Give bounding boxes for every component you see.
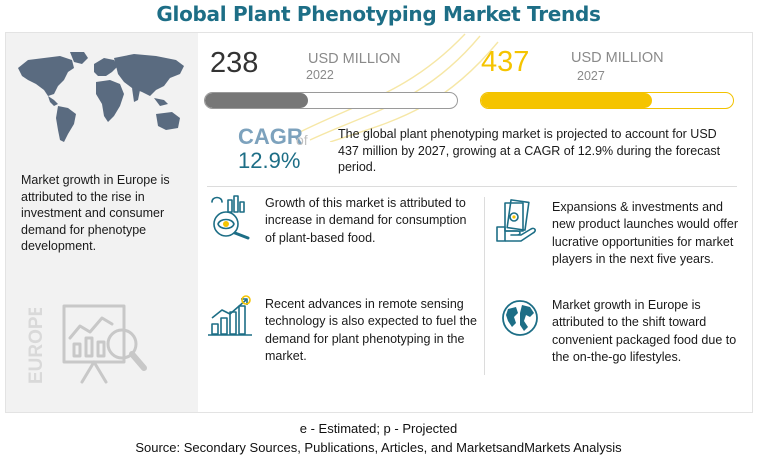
food-analysis-icon xyxy=(211,195,250,240)
year-2022: 2022 xyxy=(306,68,334,82)
value-2022: 238 xyxy=(210,47,259,79)
progress-fill-2027 xyxy=(481,93,653,108)
year-2027: 2027 xyxy=(577,69,605,83)
finding-plant-based-food: Growth of this market is attributed to i… xyxy=(265,196,467,245)
world-map-icon xyxy=(18,52,184,142)
unit-2022: USD MILLION xyxy=(308,51,401,67)
cagr-of: of xyxy=(296,132,308,148)
cagr-label: CAGR xyxy=(238,124,303,149)
estimate-legend: e - Estimated; p - Projected xyxy=(299,421,458,436)
growth-chart-icon xyxy=(208,295,252,336)
globe-icon xyxy=(502,300,538,336)
vertical-divider xyxy=(484,197,485,375)
finding-remote-sensing: Recent advances in remote sensing techno… xyxy=(265,297,477,363)
unit-2027: USD MILLION xyxy=(571,50,664,66)
europe-region-label: EUROPE xyxy=(26,308,47,384)
source-note: Source: Secondary Sources, Publications,… xyxy=(135,440,622,455)
finding-expansions-investments: Expansions & investments and new product… xyxy=(552,200,738,266)
cagr-value: 12.9% xyxy=(238,148,301,173)
horizontal-divider xyxy=(207,186,737,187)
progress-fill-2022 xyxy=(205,93,309,108)
presentation-chart-icon xyxy=(62,304,147,384)
page-title: Global Plant Phenotyping Market Trends xyxy=(156,2,601,26)
progress-bar-2027 xyxy=(480,92,734,109)
cagr-description: The global plant phenotyping market is p… xyxy=(338,127,721,174)
value-2027: 437 xyxy=(481,46,530,78)
europe-growth-text: Market growth in Europe is attributed to… xyxy=(21,173,170,253)
finding-packaged-food: Market growth in Europe is attributed to… xyxy=(552,298,737,364)
progress-bar-2022 xyxy=(204,92,458,109)
europe-label-text: EUROPE xyxy=(26,308,47,384)
money-hand-icon xyxy=(496,199,536,242)
